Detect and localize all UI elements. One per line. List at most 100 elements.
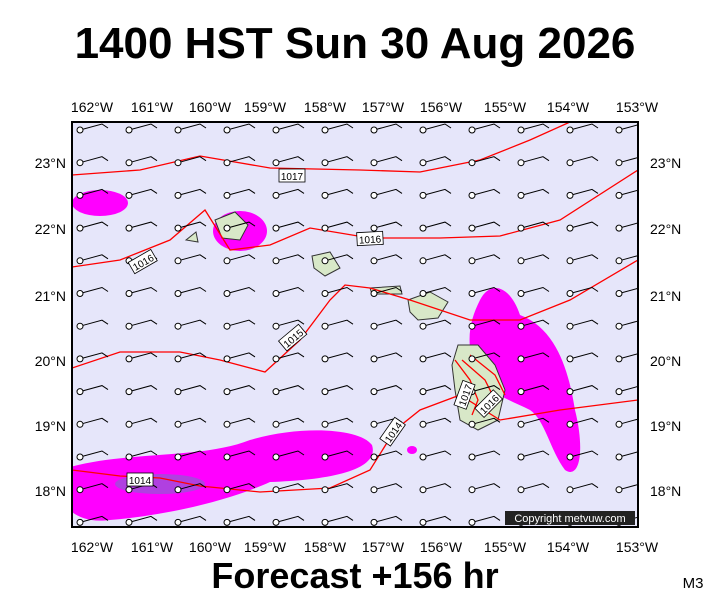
lon-label-bottom: 154°W	[547, 539, 590, 555]
barb-shaft	[618, 255, 638, 262]
lat-label-left: 22°N	[35, 221, 66, 237]
wind-barb	[174, 385, 207, 396]
isobar-label-box	[277, 323, 308, 352]
wind-barb	[566, 123, 599, 134]
barb-station	[321, 290, 329, 297]
barb-shaft	[422, 352, 452, 360]
copyright: Copyright metvuw.com	[514, 513, 625, 525]
lon-label-top: 156°W	[420, 99, 463, 115]
wind-barb	[370, 254, 403, 265]
barb-station	[468, 322, 476, 330]
wind-barb	[223, 450, 256, 461]
wind-barb	[370, 319, 403, 330]
barb-shaft	[618, 451, 638, 458]
barb-station	[419, 518, 427, 526]
barb-station	[174, 290, 182, 297]
barb-shaft	[520, 286, 550, 294]
barb-shaft	[471, 417, 501, 425]
lat-label-left: 18°N	[35, 483, 66, 499]
wind-barb	[419, 450, 452, 461]
barb-station	[419, 191, 427, 199]
barb-shaft	[471, 123, 501, 131]
barb-shaft	[128, 515, 158, 523]
barb-shaft	[422, 221, 452, 229]
barb-station	[223, 518, 231, 526]
wind-barb	[321, 450, 354, 461]
barb-station	[125, 518, 133, 526]
barb-station	[370, 159, 378, 167]
barb-station	[517, 191, 525, 199]
wind-barb	[566, 221, 599, 232]
barb-shaft	[226, 123, 256, 131]
barb-station	[125, 159, 133, 167]
barb-station	[174, 126, 182, 134]
lat-label-right: 23°N	[650, 155, 681, 171]
corner-label: M3	[683, 575, 704, 592]
wind-barb	[517, 450, 550, 461]
barb-station	[125, 355, 133, 363]
wind-barb	[76, 286, 109, 297]
wind-barb	[321, 286, 354, 297]
barb-shaft	[569, 352, 599, 360]
barb-shaft	[373, 319, 403, 327]
wind-barb	[419, 221, 452, 232]
barb-shaft	[569, 286, 599, 294]
wind-barb	[174, 156, 207, 167]
barb-shaft	[471, 286, 501, 294]
barb-station	[370, 518, 378, 526]
wind-barb	[566, 319, 599, 330]
barb-station	[174, 518, 182, 526]
wind-barb	[321, 515, 354, 526]
wind-barb	[615, 418, 638, 428]
barb-station	[174, 420, 182, 428]
barb-shaft	[324, 221, 354, 229]
barb-station	[272, 257, 280, 265]
barb-station	[370, 486, 378, 494]
wind-barb	[272, 385, 305, 396]
wind-barb	[566, 286, 599, 297]
lat-label-right: 18°N	[650, 483, 681, 499]
barb-shaft	[324, 352, 354, 360]
barb-shaft	[128, 417, 158, 425]
barb-station	[76, 486, 84, 494]
wind-barb	[321, 221, 354, 232]
barb-shaft	[275, 188, 305, 196]
barb-station	[370, 420, 378, 428]
barb-shaft	[520, 483, 550, 491]
barb-station	[223, 453, 231, 461]
barb-shaft	[569, 188, 599, 196]
barb-shaft	[373, 123, 403, 131]
barb-shaft	[79, 123, 109, 131]
barb-shaft	[324, 254, 354, 262]
wind-barb	[125, 221, 158, 232]
barb-station	[517, 420, 525, 428]
barb-shaft	[79, 221, 109, 229]
barb-station	[272, 420, 280, 428]
wind-barb	[615, 385, 638, 396]
wind-barb	[615, 222, 638, 232]
barb-shaft	[422, 286, 452, 294]
wind-barb	[272, 352, 305, 363]
barb-shaft	[128, 450, 158, 458]
barb-shaft	[520, 188, 550, 196]
barb-station	[517, 486, 525, 494]
wind-barb	[76, 254, 109, 265]
title: 1400 HST Sun 30 Aug 2026	[75, 19, 636, 68]
isobar-label-text: 1014	[129, 476, 152, 487]
wind-barb	[370, 515, 403, 526]
barb-station	[321, 322, 329, 330]
barb-shaft	[618, 287, 638, 294]
barb-station	[321, 159, 329, 167]
barb-shaft	[422, 385, 452, 393]
wind-barb	[223, 254, 256, 265]
barb-station	[272, 486, 280, 494]
barb-station	[223, 322, 231, 330]
barb-shaft	[618, 124, 638, 131]
barb-station	[468, 290, 476, 297]
barb-shaft	[128, 188, 158, 196]
wind-barb	[272, 156, 305, 167]
barb-shaft	[226, 385, 256, 393]
barb-station	[272, 355, 280, 363]
barb-station	[272, 126, 280, 134]
wind-barb	[615, 451, 638, 461]
